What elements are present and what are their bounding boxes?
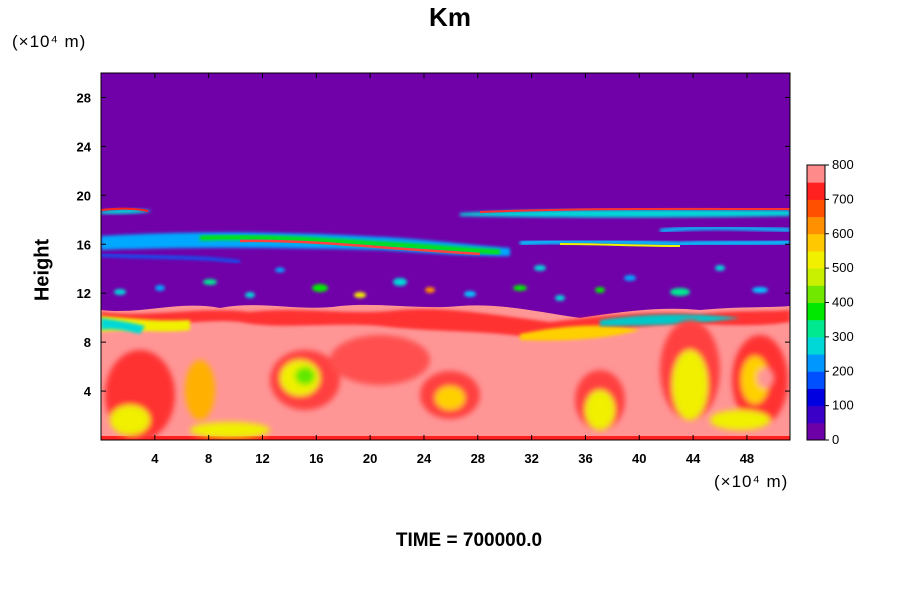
colorbar-swatch <box>807 165 825 183</box>
x-tick-label: 20 <box>363 451 377 466</box>
colorbar-tick-label: 700 <box>832 191 854 206</box>
y-tick-label: 8 <box>84 335 91 350</box>
colorbar-swatch <box>807 422 825 441</box>
colorbar-swatch <box>807 354 825 372</box>
colorbar-tick-label: 100 <box>832 398 854 413</box>
x-tick-label: 4 <box>151 451 159 466</box>
x-unit-label: (×10⁴ m) <box>714 472 789 491</box>
heatmap-field <box>101 73 790 440</box>
colorbar-tick-label: 300 <box>832 329 854 344</box>
colorbar-swatch <box>807 336 825 355</box>
colorbar-swatch <box>807 388 825 407</box>
colorbar-tick-label: 0 <box>832 432 839 447</box>
colorbar: 0 100 200 300 400 500 600 700 800 <box>806 157 854 447</box>
x-tick-label: 24 <box>417 451 432 466</box>
y-tick-label: 20 <box>77 188 91 203</box>
y-tick-label: 12 <box>77 286 91 301</box>
chart-title: Km <box>429 2 471 32</box>
x-tick-label: 16 <box>309 451 323 466</box>
colorbar-tick-label: 400 <box>832 295 854 310</box>
y-tick-label: 16 <box>77 237 91 252</box>
y-tick-label: 28 <box>77 90 91 105</box>
x-tick-label: 40 <box>632 451 646 466</box>
colorbar-swatch <box>807 371 825 389</box>
x-axis-ticks: 4 8 12 16 20 24 28 32 36 40 44 48 <box>151 73 754 466</box>
time-caption: TIME = 700000.0 <box>395 530 543 551</box>
plot-frame <box>100 72 791 441</box>
colorbar-tick-label: 600 <box>832 226 854 241</box>
x-tick-label: 8 <box>205 451 212 466</box>
x-tick-label: 48 <box>740 451 754 466</box>
upper-bands <box>101 207 790 264</box>
colorbar-swatch <box>807 250 825 269</box>
eddy-structures <box>105 320 788 440</box>
colorbar-swatch <box>807 216 825 235</box>
colorbar-swatch <box>807 405 825 424</box>
colorbar-tick-label: 800 <box>832 157 854 172</box>
colorbar-swatch <box>807 233 825 252</box>
colorbar-swatch <box>807 302 825 321</box>
x-tick-label: 36 <box>578 451 592 466</box>
y-unit-label: (×10⁴ m) <box>12 32 87 51</box>
colorbar-tick-label: 200 <box>832 363 854 378</box>
colorbar-swatch <box>807 182 825 200</box>
colorbar-swatch <box>807 319 825 338</box>
colorbar-swatch <box>807 268 825 286</box>
y-tick-label: 24 <box>77 139 92 154</box>
x-tick-label: 32 <box>524 451 538 466</box>
y-tick-label: 4 <box>84 384 92 399</box>
x-tick-label: 28 <box>471 451 485 466</box>
y-axis-ticks: 4 8 12 16 20 24 28 <box>77 90 790 399</box>
colorbar-swatch <box>807 199 825 218</box>
x-tick-label: 12 <box>255 451 269 466</box>
colorbar-tick-label: 500 <box>832 260 854 275</box>
colorbar-swatch <box>807 285 825 303</box>
scattered-blobs <box>114 265 768 301</box>
x-tick-label: 44 <box>686 451 701 466</box>
